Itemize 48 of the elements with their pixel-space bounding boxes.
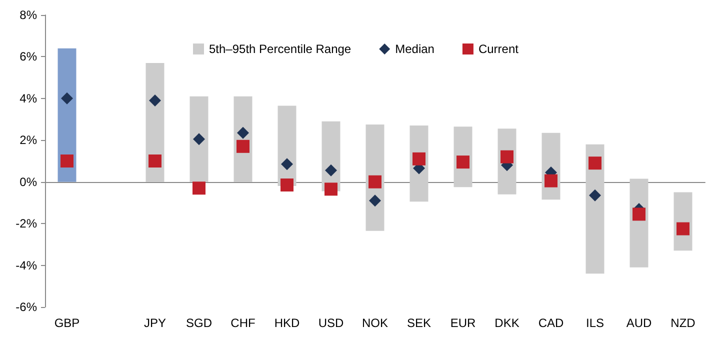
y-tick-label: 4%: [20, 91, 38, 106]
point: [456, 156, 470, 169]
point: [588, 156, 602, 170]
legend-label: Median: [395, 42, 434, 56]
x-tick-label: CAD: [538, 316, 564, 330]
y-tick-label: 2%: [20, 133, 38, 148]
point: [368, 175, 382, 188]
point: [236, 140, 250, 153]
point: [193, 133, 205, 146]
x-tick-label: GBP: [54, 316, 80, 330]
x-tick-label: NOK: [362, 316, 388, 330]
point: [60, 154, 74, 168]
y-tick-label: 0%: [20, 174, 38, 189]
point: [544, 174, 558, 188]
point: [589, 189, 601, 202]
x-tick-label: USD: [318, 316, 344, 330]
x-tick-label: DKK: [494, 316, 520, 330]
bar: [190, 96, 208, 182]
x-tick-label: EUR: [450, 316, 476, 330]
point: [632, 208, 646, 221]
point: [192, 182, 206, 195]
y-tick-label: 8%: [20, 8, 38, 22]
point: [369, 194, 381, 207]
x-tick-label: SGD: [186, 316, 212, 330]
point: [237, 126, 249, 139]
point: [676, 222, 690, 236]
point: [412, 152, 426, 166]
point: [324, 182, 338, 196]
point: [500, 150, 514, 164]
legend-label: 5th–95th Percentile Range: [209, 42, 352, 56]
x-tick-label: NZD: [670, 316, 696, 330]
legend-label: Current: [478, 42, 520, 56]
y-tick-label: 6%: [20, 50, 38, 64]
x-tick-label: AUD: [626, 316, 652, 330]
point: [149, 94, 161, 107]
y-tick-label: -4%: [16, 258, 38, 272]
point: [280, 178, 294, 192]
x-tick-label: HKD: [274, 316, 300, 330]
x-tick-label: JPY: [144, 316, 166, 330]
point: [148, 154, 162, 168]
y-tick-label: -2%: [16, 216, 38, 231]
x-tick-label: CHF: [230, 316, 256, 330]
x-tick-label: ILS: [586, 316, 604, 330]
point: [61, 92, 73, 104]
point: [325, 164, 337, 176]
x-tick-label: SEK: [406, 316, 432, 330]
y-tick-label: -6%: [16, 300, 38, 314]
point: [281, 158, 293, 170]
